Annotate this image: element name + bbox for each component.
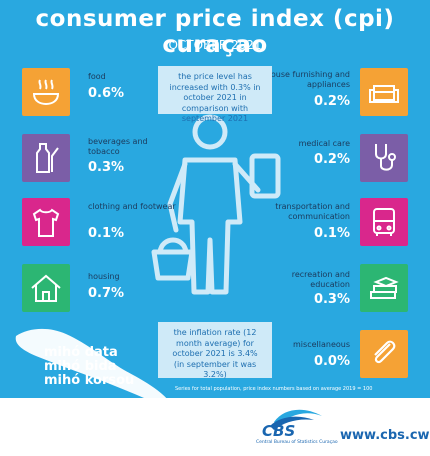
island-map-icon — [15, 328, 170, 404]
category-tile-recreation — [360, 264, 408, 312]
category-label-housing: housing — [88, 272, 120, 281]
category-label-furnishing: house furnishing and appliances — [265, 70, 350, 89]
category-tile-furnishing — [360, 68, 408, 116]
category-tile-miscellaneous — [360, 330, 408, 378]
books-icon — [370, 276, 399, 299]
house-icon — [31, 274, 61, 302]
bus-icon — [373, 208, 395, 236]
slogan: mihó data mihó bida mihó korsou — [44, 346, 134, 388]
paperclip-icon — [374, 340, 396, 364]
sofa-icon — [369, 85, 399, 103]
category-label-food: food — [88, 72, 106, 81]
cbs-brand-subname: Central Bureau of Statistics Curaçao — [256, 440, 338, 445]
slogan-line-1: mihó data — [44, 345, 118, 360]
category-value-clothing: 0.1% — [88, 226, 125, 241]
category-tile-food — [22, 68, 70, 116]
slogan-line-3: mihó korsou — [44, 373, 135, 388]
category-tile-beverages — [22, 134, 70, 182]
category-value-housing: 0.7% — [88, 286, 125, 301]
category-label-clothing: clothing and footwear — [88, 202, 176, 211]
category-tile-medical — [360, 134, 408, 182]
shirt-icon — [32, 208, 60, 237]
category-label-recreation: recreation and education — [291, 270, 350, 289]
category-value-beverages: 0.3% — [88, 160, 125, 175]
category-label-transport: transportation and communication — [275, 202, 350, 221]
slogan-line-2: mihó bida — [44, 359, 117, 374]
cbs-logo-icon — [270, 409, 322, 430]
page-title: consumer price index (cpi) curaçao — [35, 6, 395, 58]
category-value-transport: 0.1% — [313, 226, 350, 241]
category-label-miscellaneous: miscellaneous — [293, 340, 350, 349]
footer-panel — [0, 398, 430, 456]
category-value-furnishing: 0.2% — [313, 94, 350, 109]
category-tile-transport — [360, 198, 408, 246]
category-value-recreation: 0.3% — [313, 292, 350, 307]
food-bowl-icon — [32, 79, 60, 106]
footnote: Series for total population, price index… — [175, 386, 373, 392]
category-value-food: 0.6% — [88, 86, 125, 101]
website-link[interactable]: www.cbs.cw — [340, 428, 430, 443]
shopper-figure-icon — [151, 114, 281, 295]
info-box-price-level: the price level has increased with 0.3% … — [158, 66, 272, 123]
bottle-icon — [36, 143, 59, 173]
category-value-miscellaneous: 0.0% — [313, 354, 350, 369]
stethoscope-icon — [375, 144, 396, 171]
category-tile-clothing — [22, 198, 70, 246]
page-subtitle: OCTOBER 2021 — [168, 38, 262, 52]
info-box-inflation-rate: the inflation rate (12 month average) fo… — [158, 322, 272, 379]
category-tile-housing — [22, 264, 70, 312]
cbs-brand-name: CBS — [262, 422, 296, 440]
category-label-beverages: beverages and tobacco — [88, 137, 148, 156]
category-value-medical: 0.2% — [313, 152, 350, 167]
category-label-medical: medical care — [298, 139, 350, 148]
